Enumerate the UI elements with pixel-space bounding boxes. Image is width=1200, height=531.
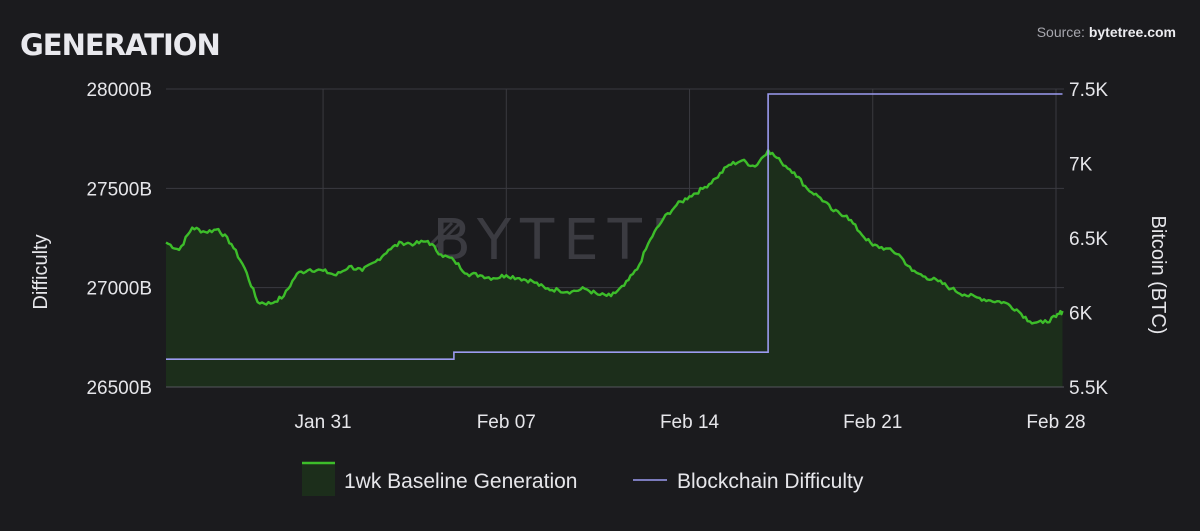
left-axis-ticks: 26500B 27000B 27500B 28000B	[86, 80, 152, 399]
left-tick-label: 28000B	[86, 80, 152, 101]
legend-item-difficulty[interactable]: Blockchain Difficulty	[633, 470, 864, 493]
right-axis-label: Bitcoin (BTC)	[1147, 216, 1169, 335]
x-tick-label: Feb 21	[843, 412, 902, 433]
right-tick-label: 6K	[1069, 304, 1093, 325]
generation-area	[166, 150, 1063, 387]
difficulty-line	[166, 93, 1063, 361]
left-tick-label: 26500B	[86, 378, 152, 399]
source-name: bytetree.com	[1088, 24, 1176, 40]
source-credit: Source: bytetree.com	[1037, 24, 1176, 40]
x-tick-label: Feb 28	[1026, 412, 1085, 433]
legend: 1wk Baseline Generation Blockchain Diffi…	[302, 461, 864, 496]
x-tick-label: Jan 31	[295, 412, 352, 433]
legend-swatch-generation	[302, 463, 335, 496]
right-tick-label: 6.5K	[1069, 229, 1108, 250]
x-tick-label: Feb 07	[477, 412, 536, 433]
left-tick-label: 27500B	[86, 179, 152, 200]
x-axis-ticks: Jan 31 Feb 07 Feb 14 Feb 21 Feb 28	[295, 412, 1086, 433]
chart-title: GENERATION	[20, 28, 221, 62]
legend-item-generation[interactable]: 1wk Baseline Generation	[302, 461, 577, 496]
source-prefix: Source:	[1036, 24, 1089, 40]
right-tick-label: 5.5K	[1069, 378, 1108, 399]
left-tick-label: 27000B	[86, 279, 152, 300]
right-axis-ticks: 5.5K 6K 6.5K 7K 7.5K	[1069, 80, 1108, 399]
left-axis-label: Difficulty	[30, 234, 52, 309]
legend-label-difficulty: Blockchain Difficulty	[677, 470, 864, 493]
generation-line	[165, 148, 1064, 325]
x-tick-label: Feb 14	[660, 412, 720, 433]
legend-label-generation: 1wk Baseline Generation	[344, 470, 577, 493]
right-tick-label: 7K	[1069, 155, 1093, 176]
right-tick-label: 7.5K	[1069, 80, 1108, 101]
